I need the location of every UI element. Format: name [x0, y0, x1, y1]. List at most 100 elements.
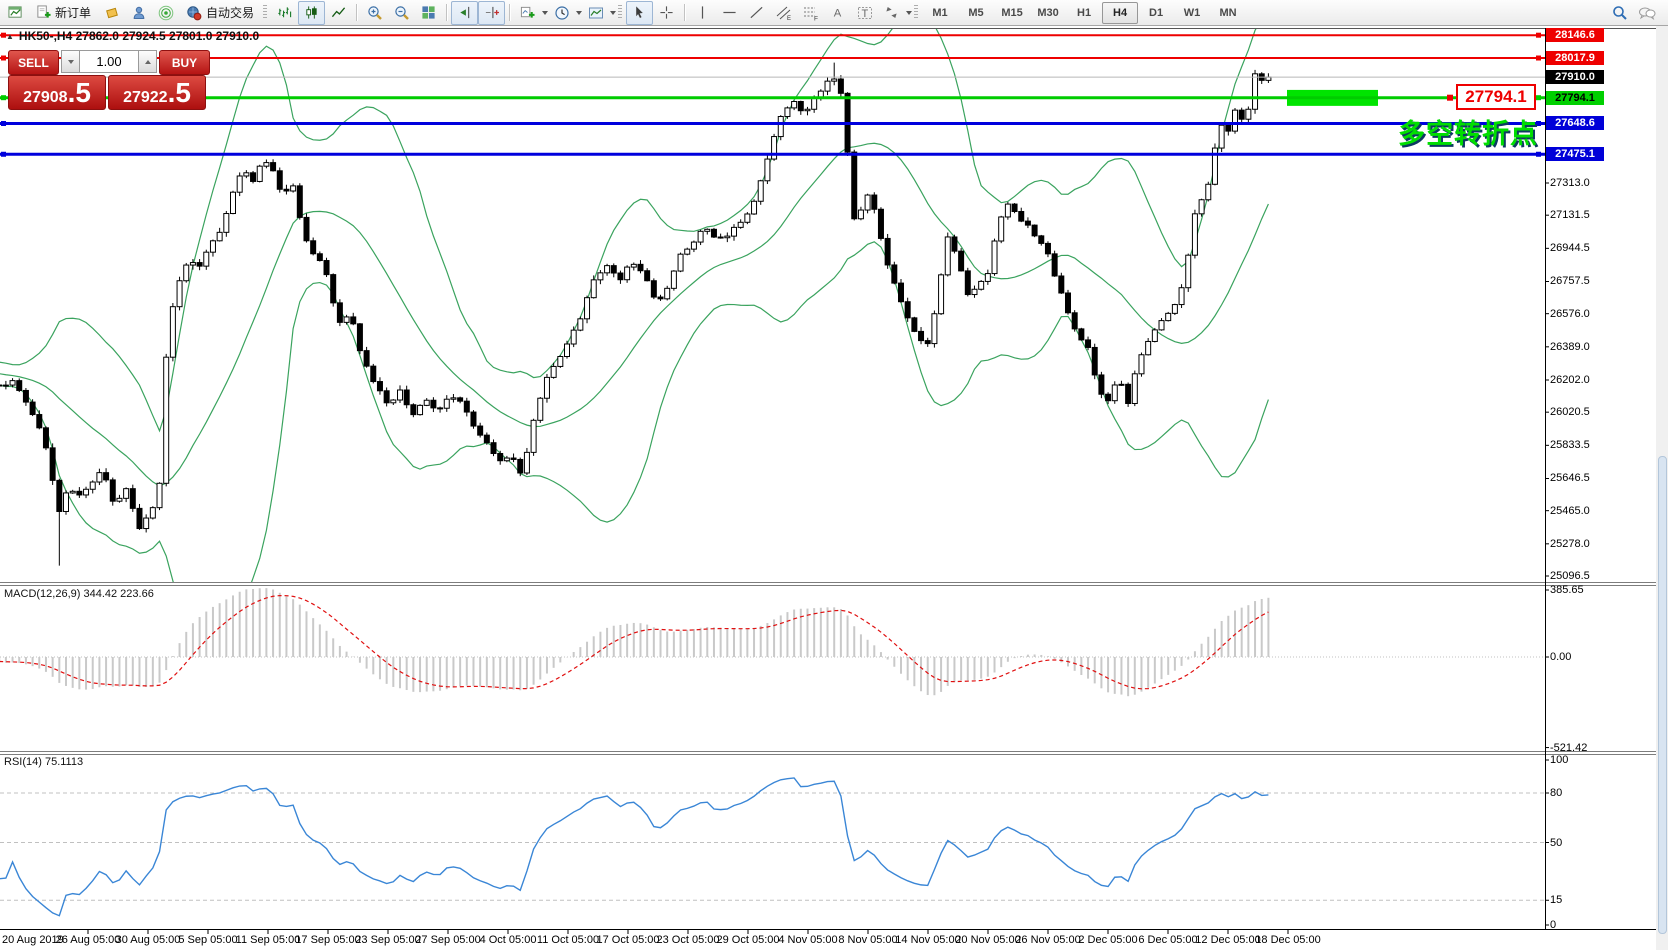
- macd-tick-label: 385.65: [1550, 584, 1584, 596]
- autotrading-icon: [187, 5, 202, 20]
- timeframe-h4[interactable]: H4: [1102, 1, 1139, 24]
- date-label: 23 Sep 05:00: [355, 934, 421, 946]
- price-line-label: 28017.9: [1546, 51, 1604, 65]
- triangle-down-icon: [67, 59, 74, 64]
- timeframe-w1[interactable]: W1: [1183, 6, 1201, 19]
- volume-input[interactable]: [80, 50, 138, 73]
- add-indicator-dropdown[interactable]: [542, 10, 549, 15]
- turning-point-annotation[interactable]: 多空转折点: [1398, 119, 1538, 149]
- vertical-line-button[interactable]: [689, 1, 716, 25]
- volume-decrease-button[interactable]: [61, 50, 80, 73]
- price-line-label: 27910.0: [1546, 70, 1604, 85]
- new-order-button[interactable]: 新订单: [29, 1, 98, 25]
- line-chart-button[interactable]: [325, 1, 352, 25]
- price-tick-label: 25833.5: [1550, 439, 1590, 452]
- volume-increase-button[interactable]: [138, 50, 157, 73]
- zoom-in-button[interactable]: [361, 1, 388, 25]
- vertical-line-icon: [701, 6, 704, 19]
- arrows-dropdown[interactable]: [906, 10, 913, 15]
- price-axis: 27313.0 27131.5 26944.5 26757.5 26576.0 26389…: [1546, 26, 1656, 950]
- price-tick-label: 27313.0: [1550, 177, 1590, 189]
- date-label: 27 Sep 05:00: [415, 934, 481, 946]
- price-tick-label: 26944.5: [1550, 242, 1590, 255]
- buy-price-frac: .5: [167, 77, 191, 108]
- timeframe-d1[interactable]: D1: [1149, 6, 1164, 19]
- vertical-scrollbar[interactable]: [1656, 26, 1668, 950]
- rsi-tick-label: 0: [1550, 919, 1557, 931]
- navigator-icon[interactable]: [125, 1, 152, 25]
- horizontal-line-button[interactable]: [716, 1, 743, 25]
- date-label: 23 Oct 05:00: [656, 934, 720, 946]
- sell-button[interactable]: SELL: [8, 50, 59, 75]
- period-button[interactable]: [548, 1, 575, 25]
- timeframe-h1[interactable]: H1: [1077, 6, 1092, 19]
- window-icon[interactable]: [2, 1, 29, 25]
- sell-price-main: 27908: [23, 89, 68, 106]
- subwindow-expand-icon[interactable]: ▲: [6, 31, 14, 41]
- period-dropdown[interactable]: [576, 10, 583, 15]
- add-indicator-button[interactable]: [514, 1, 541, 25]
- trendline-button[interactable]: [743, 1, 770, 25]
- toolbar-grip[interactable]: [263, 5, 268, 20]
- price-annotation-box[interactable]: 27794.1: [1456, 84, 1536, 110]
- timeframe-m30[interactable]: M30: [1037, 6, 1059, 19]
- rsi-tick-label: 80: [1550, 787, 1563, 799]
- price-tick-label: 25465.0: [1550, 504, 1590, 517]
- price-tick-label: 26020.5: [1550, 406, 1590, 419]
- toolbar-grip[interactable]: [914, 5, 919, 20]
- price-line-label: 28146.6: [1546, 28, 1604, 43]
- buy-button[interactable]: BUY: [159, 50, 210, 75]
- text-label-button[interactable]: T: [851, 1, 878, 25]
- template-button[interactable]: [582, 1, 609, 25]
- date-label: 4 Nov 05:00: [778, 934, 838, 946]
- date-label: 2 Dec 05:00: [1078, 934, 1138, 946]
- cursor-icon: [636, 6, 643, 18]
- scrollbar-thumb[interactable]: [1657, 456, 1667, 934]
- crosshair-button[interactable]: [653, 1, 680, 25]
- crosshair-icon: [660, 6, 673, 19]
- chart-canvas[interactable]: [0, 26, 1668, 950]
- tile-windows-button[interactable]: [415, 1, 442, 25]
- arrows-button[interactable]: [878, 1, 905, 25]
- candlestick-chart-button[interactable]: [298, 0, 326, 25]
- cursor-button[interactable]: [626, 0, 654, 25]
- toolbar-grip[interactable]: [618, 5, 623, 20]
- chat-icon[interactable]: [1633, 1, 1660, 25]
- signal-icon[interactable]: [152, 1, 179, 25]
- text-label-icon: T: [857, 6, 872, 20]
- toolbar-separator: [446, 4, 448, 21]
- period-icon: [554, 5, 569, 20]
- autotrading-button[interactable]: 自动交易: [179, 1, 261, 25]
- new-order-label: 新订单: [55, 6, 92, 20]
- channel-button[interactable]: E: [770, 1, 797, 25]
- svg-text:T: T: [861, 8, 868, 20]
- chart-window[interactable]: ▲ HK50-,H4 27862.0 27924.5 27801.0 27910…: [0, 26, 1668, 950]
- one-click-trading-panel: SELL BUY 27908.5 27922.5: [8, 50, 210, 110]
- date-label: 5 Sep 05:00: [178, 934, 238, 946]
- sell-price-button[interactable]: 27908.5: [8, 75, 106, 110]
- search-icon[interactable]: [1606, 1, 1633, 25]
- text-button[interactable]: A: [824, 1, 851, 25]
- timeframe-m15[interactable]: M15: [1001, 6, 1023, 19]
- template-dropdown[interactable]: [610, 10, 617, 15]
- candlestick-icon: [306, 6, 317, 19]
- quotes-icon[interactable]: [98, 1, 125, 25]
- date-label: 26 Aug 05:00: [55, 934, 121, 946]
- auto-scroll-icon: [460, 6, 470, 19]
- chart-shift-button[interactable]: [478, 0, 506, 25]
- timeframe-toolbar: M1 M5 M15 M30 H1 H4 D1 W1 MN: [922, 1, 1246, 24]
- svg-text:A: A: [834, 8, 842, 20]
- timeframe-m1[interactable]: M1: [932, 6, 948, 19]
- date-label: 20 Nov 05:00: [955, 934, 1021, 946]
- bar-chart-button[interactable]: [271, 1, 298, 25]
- tile-windows-icon: [422, 6, 435, 19]
- timeframe-m5[interactable]: M5: [968, 6, 984, 19]
- fibonacci-button[interactable]: F: [797, 1, 824, 25]
- zoom-out-icon: [394, 5, 409, 20]
- date-label: 8 Nov 05:00: [838, 934, 898, 946]
- zoom-out-button[interactable]: [388, 1, 415, 25]
- price-tick-label: 26757.5: [1550, 275, 1590, 288]
- auto-scroll-button[interactable]: [451, 0, 479, 25]
- buy-price-button[interactable]: 27922.5: [108, 75, 206, 110]
- timeframe-mn[interactable]: MN: [1219, 6, 1237, 19]
